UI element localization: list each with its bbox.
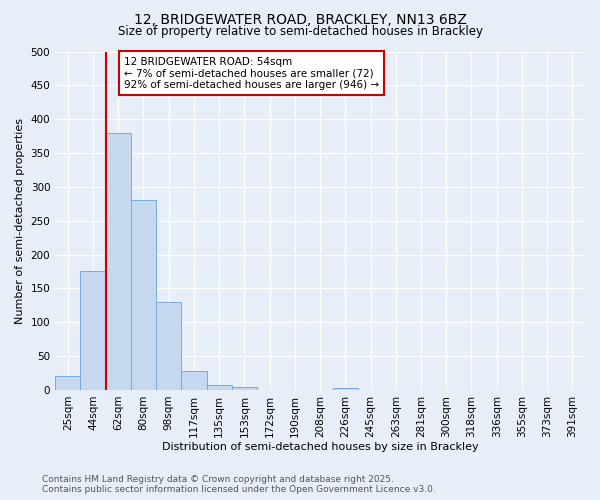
X-axis label: Distribution of semi-detached houses by size in Brackley: Distribution of semi-detached houses by …: [162, 442, 478, 452]
Bar: [156, 302, 181, 390]
Text: 12, BRIDGEWATER ROAD, BRACKLEY, NN13 6BZ: 12, BRIDGEWATER ROAD, BRACKLEY, NN13 6BZ: [134, 12, 466, 26]
Bar: [131, 200, 156, 390]
Y-axis label: Number of semi-detached properties: Number of semi-detached properties: [15, 118, 25, 324]
Bar: [232, 388, 257, 390]
Bar: [55, 376, 80, 390]
Bar: [332, 388, 358, 390]
Text: Contains HM Land Registry data © Crown copyright and database right 2025.
Contai: Contains HM Land Registry data © Crown c…: [42, 474, 436, 494]
Text: Size of property relative to semi-detached houses in Brackley: Size of property relative to semi-detach…: [118, 25, 482, 38]
Bar: [206, 384, 232, 390]
Bar: [106, 132, 131, 390]
Text: 12 BRIDGEWATER ROAD: 54sqm
← 7% of semi-detached houses are smaller (72)
92% of : 12 BRIDGEWATER ROAD: 54sqm ← 7% of semi-…: [124, 56, 379, 90]
Bar: [181, 371, 206, 390]
Bar: [80, 272, 106, 390]
